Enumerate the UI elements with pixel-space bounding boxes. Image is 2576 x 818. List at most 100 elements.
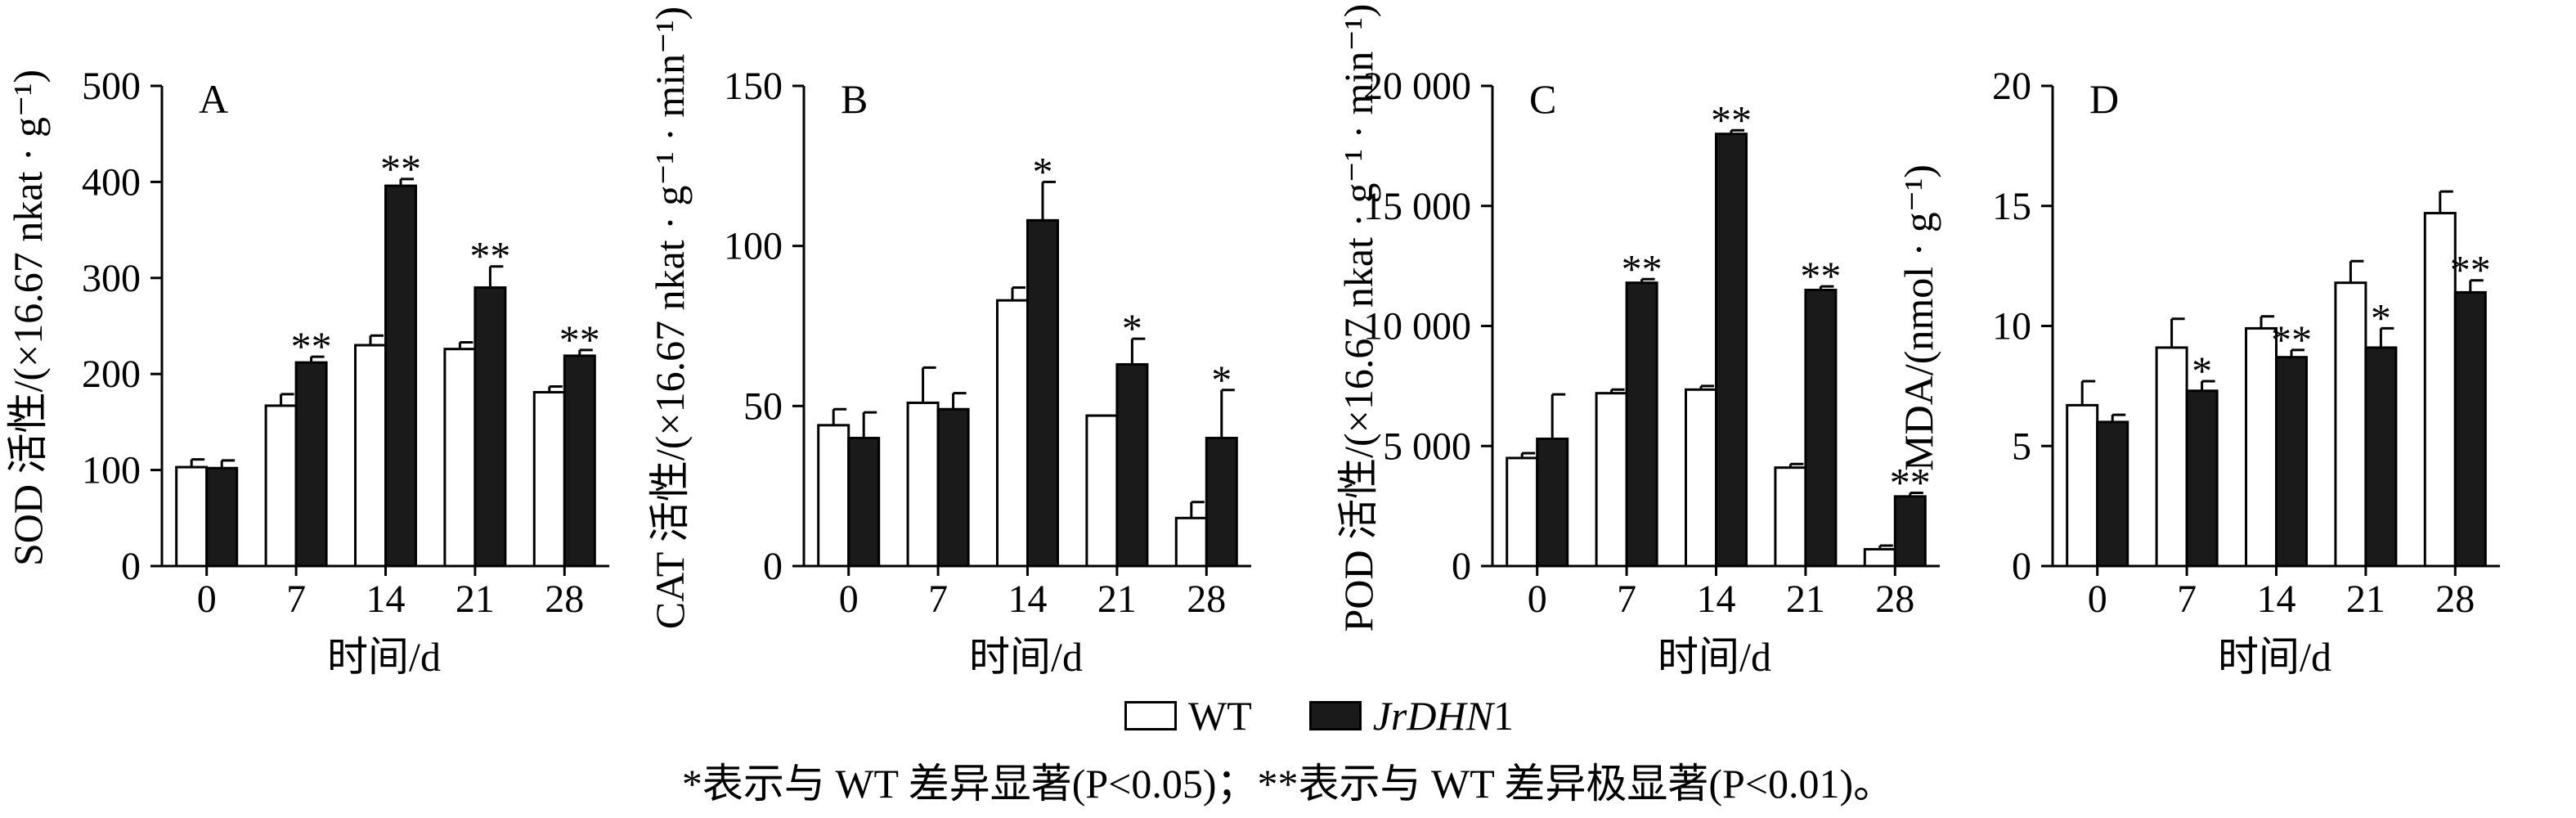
x-axis-title: 时间/d	[2218, 634, 2331, 680]
x-tick-label: 0	[197, 578, 217, 621]
bar-jrdhn1	[205, 466, 239, 568]
bar-jrdhn1	[2185, 389, 2219, 568]
y-tick-label: 0	[763, 545, 783, 588]
significance-mark: **	[469, 233, 510, 279]
bar-wt	[1685, 388, 1717, 568]
legend-label-jrdhn1: JrDHN1	[1372, 693, 1514, 739]
y-tick-label: 20	[1992, 65, 2031, 108]
bar-jrdhn1	[1536, 437, 1569, 568]
legend-item-jrdhn1: JrDHN1	[1308, 692, 1514, 739]
bar-wt	[817, 424, 850, 568]
significance-mark: *	[2192, 348, 2212, 393]
bar-jrdhn1	[1205, 436, 1238, 568]
footnote: *表示与 WT 差异显著(P<0.05)；**表示与 WT 差异极显著(P<0.…	[681, 761, 1895, 807]
bar-wt	[175, 465, 209, 568]
y-tick-label: 200	[82, 353, 141, 396]
bar-jrdhn1	[294, 361, 328, 568]
x-tick-label: 28	[1187, 578, 1226, 621]
bar-jrdhn1	[1026, 218, 1059, 568]
y-tick-label: 10	[1992, 305, 2031, 348]
x-tick-label: 7	[1617, 578, 1636, 621]
bar-jrdhn1	[1115, 362, 1149, 568]
x-tick-label: 28	[545, 578, 584, 621]
legend: WT JrDHN1	[1124, 691, 1571, 740]
significance-mark: **	[1622, 245, 1663, 291]
significance-mark: *	[2371, 294, 2391, 340]
x-tick-label: 14	[366, 578, 406, 621]
bar-wt	[1174, 516, 1208, 568]
bar-wt	[354, 344, 387, 568]
significance-mark: **	[291, 323, 332, 369]
y-tick-label: 0	[1452, 545, 1471, 588]
x-tick-label: 0	[839, 578, 859, 621]
x-axis-title: 时间/d	[969, 634, 1083, 680]
x-tick-label: 28	[1875, 578, 1914, 621]
significance-mark: **	[1890, 459, 1931, 505]
y-tick-label: 0	[121, 545, 141, 588]
bar-wt	[996, 299, 1029, 568]
bar-wt	[2245, 326, 2278, 568]
significance-mark: **	[559, 317, 600, 362]
bar-wt	[2155, 346, 2188, 568]
bar-wt	[906, 401, 940, 568]
legend-label-wt: WT	[1188, 693, 1252, 739]
significance-mark: **	[2271, 317, 2312, 362]
bar-jrdhn1	[473, 286, 507, 568]
significance-mark: **	[1711, 97, 1752, 142]
x-tick-label: 14	[1697, 578, 1736, 621]
y-tick-label: 50	[743, 384, 783, 428]
y-tick-label: 100	[724, 225, 783, 268]
x-tick-label: 21	[1786, 578, 1825, 621]
panel-label: D	[2089, 76, 2119, 122]
y-tick-label: 20 000	[1363, 65, 1471, 108]
y-tick-label: 400	[82, 160, 141, 204]
bar-jrdhn1	[1893, 495, 1927, 568]
bar-jrdhn1	[936, 407, 970, 568]
x-tick-label: 14	[1008, 578, 1048, 621]
y-tick-label: 300	[82, 257, 141, 300]
bar-wt	[1863, 547, 1896, 568]
x-tick-label: 0	[2088, 578, 2107, 621]
chart-panel-c: 0 5 000 10 000 15 000 20 000 0 7 14 21 28 ** ** ** **…	[1335, 4, 1940, 680]
x-tick-label: 28	[2435, 578, 2475, 621]
y-axis-title: CAT 活性/(×16.67 nkat · g⁻¹ · min⁻¹)	[647, 7, 693, 629]
y-axis-title: POD 活性/(×16.67 nkat · g⁻¹ · min⁻¹)	[1335, 4, 1381, 632]
bar-jrdhn1	[2275, 356, 2308, 568]
bar-wt	[1595, 392, 1628, 568]
y-tick-label: 5	[2012, 425, 2031, 468]
significance-mark: *	[1033, 148, 1053, 194]
legend-item-wt: WT	[1124, 692, 1252, 739]
x-tick-label: 7	[286, 578, 306, 621]
y-tick-label: 500	[82, 65, 141, 108]
x-tick-label: 21	[1097, 578, 1137, 621]
x-axis-title: 时间/d	[1658, 634, 1771, 680]
y-axis-title: MDA/(nmol · g⁻¹)	[1896, 164, 1941, 471]
bar-wt	[1506, 456, 1539, 568]
bar-jrdhn1	[384, 184, 417, 568]
bar-wt	[1774, 466, 1807, 568]
y-tick-label: 5 000	[1383, 425, 1471, 468]
bar-wt	[443, 348, 477, 568]
x-axis-title: 时间/d	[327, 634, 441, 680]
bar-jrdhn1	[847, 436, 881, 568]
x-tick-label: 7	[928, 578, 948, 621]
significance-mark: **	[380, 146, 421, 191]
bar-jrdhn1	[1804, 288, 1838, 568]
y-tick-label: 150	[724, 65, 783, 108]
x-tick-label: 14	[2257, 578, 2296, 621]
y-tick-label: 10 000	[1363, 305, 1471, 348]
y-tick-label: 100	[82, 449, 141, 492]
x-tick-label: 7	[2177, 578, 2197, 621]
bar-wt	[264, 404, 298, 568]
legend-swatch-jrdhn1	[1308, 701, 1362, 730]
y-tick-label: 0	[2012, 545, 2031, 588]
significance-mark: *	[1122, 305, 1142, 351]
significance-mark: **	[2450, 247, 2491, 293]
panel-label: C	[1529, 76, 1556, 122]
bar-jrdhn1	[2096, 420, 2129, 568]
x-tick-label: 0	[1528, 578, 1547, 621]
panel-label: A	[199, 76, 228, 122]
legend-swatch-wt	[1124, 701, 1177, 730]
